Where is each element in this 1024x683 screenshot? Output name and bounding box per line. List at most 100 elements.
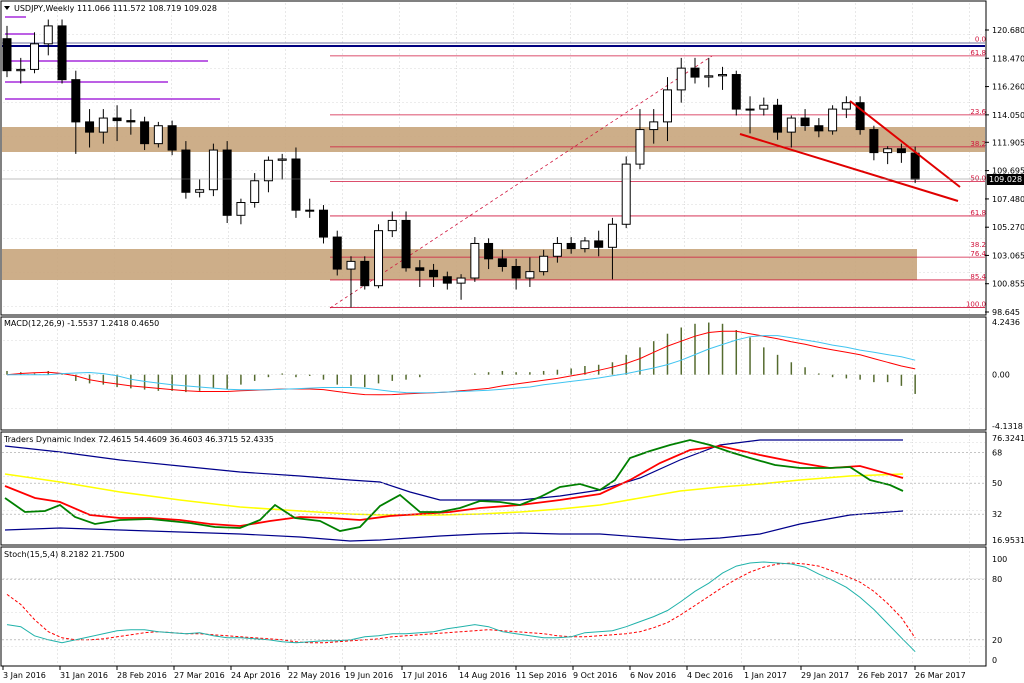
candle-body bbox=[167, 125, 177, 151]
price-tick-label: 103.065 bbox=[992, 251, 1024, 260]
candle-body bbox=[250, 180, 260, 204]
price-tick-label: 118.470 bbox=[992, 54, 1024, 63]
candle-body bbox=[236, 202, 246, 216]
candle-body bbox=[621, 163, 631, 225]
candle bbox=[566, 237, 576, 254]
trendline-upper bbox=[849, 100, 961, 188]
candle-body bbox=[415, 267, 425, 271]
fib-level-label: 76.4 bbox=[970, 250, 986, 258]
time-tick-label: 24 Apr 2016 bbox=[231, 671, 280, 680]
time-tick-label: 28 Feb 2016 bbox=[117, 671, 167, 680]
candle bbox=[181, 141, 191, 199]
candle bbox=[676, 57, 686, 103]
candle bbox=[195, 179, 205, 198]
price-tick-label: 100.855 bbox=[992, 280, 1024, 289]
time-tick-label: 22 May 2016 bbox=[288, 671, 340, 680]
candle-body bbox=[30, 43, 40, 70]
candles bbox=[2, 19, 920, 308]
candle bbox=[828, 105, 838, 135]
candle bbox=[263, 156, 273, 193]
tdi-upper-band bbox=[4, 439, 903, 501]
tdi-header: Traders Dynamic Index 72.4615 54.4609 36… bbox=[3, 435, 274, 444]
candle bbox=[360, 256, 370, 290]
candle bbox=[456, 274, 466, 300]
price-tick-label: 98.645 bbox=[992, 308, 1020, 317]
candle-body bbox=[456, 277, 466, 284]
candle-body bbox=[828, 108, 838, 132]
candle bbox=[511, 258, 521, 290]
candle-body bbox=[429, 269, 439, 278]
candle-body bbox=[786, 117, 796, 133]
time-tick-label: 6 Nov 2016 bbox=[630, 671, 676, 680]
macd-main-line bbox=[7, 335, 916, 394]
fib-level-label: 61.8 bbox=[970, 209, 986, 217]
candle-body bbox=[71, 79, 81, 123]
candle bbox=[140, 116, 150, 151]
candle-body bbox=[704, 75, 714, 78]
candle bbox=[415, 260, 425, 287]
candle-body bbox=[759, 104, 769, 110]
candle bbox=[786, 115, 796, 148]
price-panel: 61.8 23.6 38.2 50.0 61.8 76.4 85.4 100.0 0.0 38.2 bbox=[0, 0, 987, 316]
tdi-lower-band bbox=[4, 510, 904, 542]
candle bbox=[580, 237, 590, 253]
candle-body bbox=[731, 74, 741, 110]
fib-level-label: 38.2 bbox=[970, 140, 986, 148]
candle-body bbox=[662, 89, 672, 123]
candle-body bbox=[773, 104, 783, 133]
candle-body bbox=[277, 158, 287, 161]
candle bbox=[30, 32, 40, 74]
time-tick-label: 17 Jul 2016 bbox=[402, 671, 447, 680]
candle-body bbox=[181, 149, 191, 193]
time-tick-label: 3 Jan 2016 bbox=[3, 671, 46, 680]
candle bbox=[745, 96, 755, 134]
candle-body bbox=[896, 148, 906, 154]
candle bbox=[841, 96, 851, 119]
tdi-axis: 76.3241 68 50 32 16.9531 bbox=[2, 434, 1024, 545]
fib-level-label: 61.8 bbox=[970, 49, 986, 57]
candle-body bbox=[855, 102, 865, 131]
current-price-tag: 109.028 bbox=[987, 174, 1024, 185]
candle bbox=[718, 66, 728, 90]
candle-body bbox=[566, 242, 576, 250]
candle bbox=[525, 257, 535, 287]
candle bbox=[635, 109, 645, 170]
candle bbox=[470, 237, 480, 282]
candle bbox=[332, 230, 342, 276]
time-tick-label: 29 Jan 2017 bbox=[801, 671, 849, 680]
candle bbox=[855, 96, 865, 135]
candle-body bbox=[208, 149, 218, 191]
candle bbox=[16, 57, 26, 84]
time-tick-label: 27 Mar 2016 bbox=[174, 671, 225, 680]
candle-body bbox=[470, 242, 480, 279]
tdi-tick-label: 32 bbox=[992, 510, 1002, 519]
price-tick-label: 116.260 bbox=[992, 83, 1024, 92]
candle bbox=[607, 217, 617, 280]
candle bbox=[883, 146, 893, 165]
stoch-header: Stoch(15,5,4) 8.2182 21.7500 bbox=[4, 550, 124, 559]
candle bbox=[662, 77, 672, 142]
tdi-tick-label: 76.3241 bbox=[992, 434, 1024, 443]
stoch-grid bbox=[2, 548, 985, 665]
tdi-tick-label: 68 bbox=[992, 448, 1002, 457]
time-tick-label: 1 Jan 2017 bbox=[744, 671, 787, 680]
resistance-zone bbox=[2, 127, 985, 152]
candle bbox=[539, 249, 549, 276]
candle bbox=[222, 141, 232, 223]
candle-body bbox=[814, 125, 824, 132]
stoch-tick-label: 20 bbox=[992, 636, 1002, 645]
stoch-axis: 100 80 20 0 bbox=[2, 555, 1007, 665]
stoch-main-line bbox=[6, 561, 916, 653]
candle-body bbox=[98, 117, 108, 133]
candle-body bbox=[841, 102, 851, 110]
tdi-tick-label: 16.9531 bbox=[992, 536, 1024, 545]
stoch-tick-label: 100 bbox=[992, 555, 1007, 564]
candle-body bbox=[153, 125, 163, 145]
candle-body bbox=[222, 149, 232, 216]
stoch-tick-label: 0 bbox=[992, 656, 997, 665]
candle bbox=[387, 211, 397, 238]
macd-axis: 4.2436 0.00 -4.1318 bbox=[992, 318, 1023, 431]
time-tick-label: 26 Mar 2017 bbox=[915, 671, 966, 680]
candle bbox=[43, 19, 53, 56]
